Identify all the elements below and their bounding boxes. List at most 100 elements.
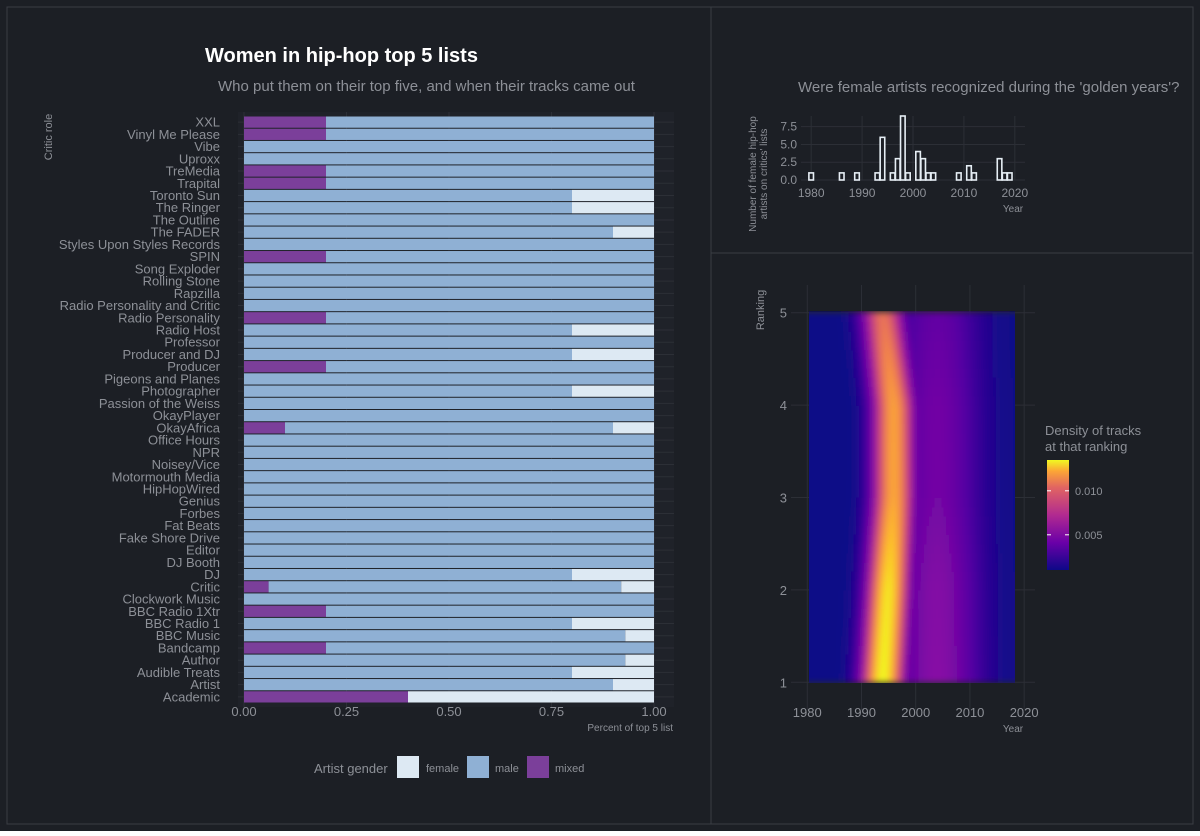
bar-segment-male — [326, 165, 654, 177]
heatmap-cell — [915, 644, 919, 655]
heatmap-cell — [931, 644, 935, 655]
heatmap-cell — [870, 654, 874, 665]
heatmap-cell — [970, 561, 975, 572]
heatmap-cell — [1002, 386, 1006, 397]
heatmap-cell — [986, 580, 991, 591]
bar-segment-male — [244, 666, 572, 679]
heatmap-cell — [923, 423, 927, 434]
heatmap-cell — [1010, 506, 1014, 517]
heatmap-cell — [917, 376, 922, 388]
heatmap-cell — [957, 580, 961, 591]
heatmap-cell — [872, 524, 877, 535]
heatmap-cell — [962, 386, 967, 397]
heatmap-cell — [827, 478, 832, 489]
heatmap-cell — [915, 358, 919, 369]
heatmap-cell — [917, 330, 922, 341]
heatmap-cell — [954, 543, 959, 554]
heatmap-cell — [819, 450, 824, 461]
heatmap-cell — [849, 497, 853, 508]
heatmap-cell — [878, 626, 882, 637]
heatmap-cell — [817, 478, 821, 489]
heatmap-cell — [846, 432, 850, 443]
heatmap-cell — [883, 543, 887, 554]
heatmap-cell — [841, 395, 845, 406]
heatmap-cell — [944, 358, 948, 369]
heatmap-cell — [981, 607, 985, 619]
heatmap-cell — [888, 469, 893, 480]
heatmap-cell — [944, 441, 948, 452]
heatmap-cell — [965, 404, 969, 415]
heatmap-cell — [867, 330, 871, 341]
heatmap-cell — [957, 330, 961, 341]
heatmap-cell — [954, 497, 959, 508]
heatmap-cell — [875, 487, 879, 498]
heatmap-cell — [817, 432, 821, 443]
heatmap-cell — [886, 663, 890, 674]
heatmap-cell — [983, 617, 988, 628]
heatmap-cell — [978, 617, 983, 628]
heatmap-cell — [825, 413, 829, 424]
heatmap-cell — [989, 478, 993, 489]
heatmap-cell — [899, 395, 903, 406]
heatmap-cell — [957, 552, 961, 563]
heatmap-cell — [912, 413, 916, 424]
heatmap-cell — [843, 478, 848, 489]
heatmap-cell — [909, 367, 914, 378]
heatmap-cell — [973, 644, 977, 655]
heatmap-cell — [920, 534, 924, 545]
heatmap-cell — [994, 654, 999, 665]
heatmap-cell — [867, 644, 871, 655]
heatmap-cell — [862, 460, 866, 471]
heatmap-cell — [928, 376, 932, 388]
heatmap-cell — [989, 598, 993, 609]
heatmap-cell — [835, 367, 840, 378]
heatmap-cell — [819, 376, 824, 388]
heatmap-cell — [941, 644, 946, 655]
heatmap-cell — [904, 460, 909, 471]
category-label: XXL — [195, 115, 220, 130]
heatmap-cell — [880, 644, 885, 655]
heatmap-cell — [883, 626, 887, 637]
heatmap-cell — [976, 423, 980, 434]
heatmap-cell — [973, 497, 977, 508]
heatmap-cell — [883, 534, 887, 545]
heatmap-cell — [983, 543, 988, 554]
heatmap-cell — [917, 617, 922, 628]
heatmap-cell — [825, 358, 829, 369]
heatmap-cell — [936, 340, 940, 351]
heatmap-cell — [843, 340, 848, 351]
heatmap-cell — [970, 441, 975, 452]
heatmap-cell — [970, 497, 975, 508]
heatmap-cell — [939, 330, 943, 341]
heatmap-cell — [1013, 367, 1015, 378]
heatmap-cell — [827, 460, 832, 471]
heatmap-cell — [994, 672, 999, 683]
heatmap-cell — [891, 423, 895, 434]
heatmap-cell — [944, 395, 948, 406]
heatmap-cell — [846, 635, 850, 646]
heatmap-cell — [989, 552, 993, 563]
heatmap-cell — [835, 395, 840, 406]
heatmap-cell — [923, 487, 927, 498]
heatmap-cell — [856, 349, 861, 360]
heatmap-cell — [968, 404, 972, 415]
heatmap-cell — [994, 330, 999, 341]
bar-segment-male — [326, 642, 654, 654]
heatmap-cell — [809, 571, 813, 582]
bar-segment-male — [326, 251, 654, 263]
heatmap-cell — [907, 635, 911, 646]
heatmap-cell — [923, 598, 927, 609]
heatmap-cell — [819, 404, 824, 415]
heatmap-cell — [954, 478, 959, 489]
heatmap-cell — [901, 654, 906, 665]
heatmap-cell — [923, 450, 927, 461]
heatmap-cell — [981, 487, 985, 498]
heatmap-cell — [878, 450, 882, 461]
heatmap-cell — [949, 654, 954, 665]
heatmap-cell — [875, 672, 879, 683]
density-legend-tick-label: 0.005 — [1075, 530, 1103, 542]
heatmap-cell — [970, 487, 975, 498]
heatmap-cell — [827, 432, 832, 443]
heatmap-cell — [1005, 598, 1009, 609]
heatmap-cell — [880, 654, 885, 665]
